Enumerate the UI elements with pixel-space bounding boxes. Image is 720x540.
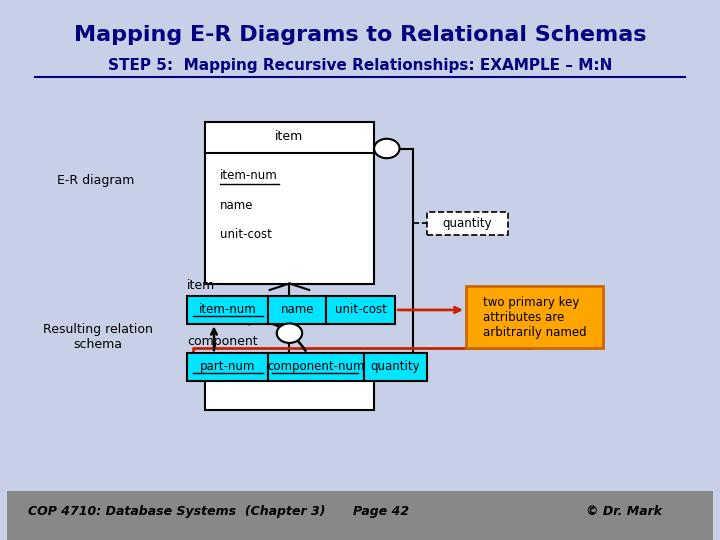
Text: unit-cost: unit-cost	[220, 228, 272, 241]
FancyBboxPatch shape	[269, 296, 326, 324]
Text: part-num: part-num	[200, 360, 256, 373]
Text: © Dr. Mark: © Dr. Mark	[586, 505, 662, 518]
FancyBboxPatch shape	[7, 491, 713, 540]
Text: COP 4710: Database Systems  (Chapter 3): COP 4710: Database Systems (Chapter 3)	[28, 505, 326, 518]
Text: item-num: item-num	[199, 303, 256, 316]
FancyBboxPatch shape	[204, 370, 374, 410]
Text: component: component	[187, 335, 258, 348]
Text: name: name	[281, 303, 314, 316]
Text: quantity: quantity	[443, 217, 492, 230]
Text: Mapping E-R Diagrams to Relational Schemas: Mapping E-R Diagrams to Relational Schem…	[73, 25, 647, 45]
Text: Resulting relation
schema: Resulting relation schema	[42, 323, 153, 352]
Circle shape	[276, 323, 302, 343]
Text: unit-cost: unit-cost	[335, 303, 387, 316]
Text: two primary key
attributes are
arbitrarily named: two primary key attributes are arbitrari…	[483, 296, 586, 339]
FancyBboxPatch shape	[364, 353, 427, 381]
Text: item: item	[187, 279, 215, 292]
Text: item: item	[275, 130, 304, 143]
FancyBboxPatch shape	[427, 212, 508, 235]
Text: item-num: item-num	[220, 169, 278, 182]
FancyBboxPatch shape	[466, 286, 603, 348]
FancyBboxPatch shape	[326, 296, 395, 324]
Text: component-num: component-num	[267, 360, 364, 373]
Text: STEP 5:  Mapping Recursive Relationships: EXAMPLE – M:N: STEP 5: Mapping Recursive Relationships:…	[108, 58, 612, 73]
FancyBboxPatch shape	[187, 296, 269, 324]
FancyBboxPatch shape	[269, 353, 364, 381]
Circle shape	[374, 139, 400, 158]
Text: E-R diagram: E-R diagram	[57, 174, 134, 187]
Text: quantity: quantity	[371, 360, 420, 373]
FancyBboxPatch shape	[187, 353, 269, 381]
FancyBboxPatch shape	[204, 122, 374, 284]
Text: name: name	[220, 199, 254, 212]
Text: Page 42: Page 42	[353, 505, 409, 518]
